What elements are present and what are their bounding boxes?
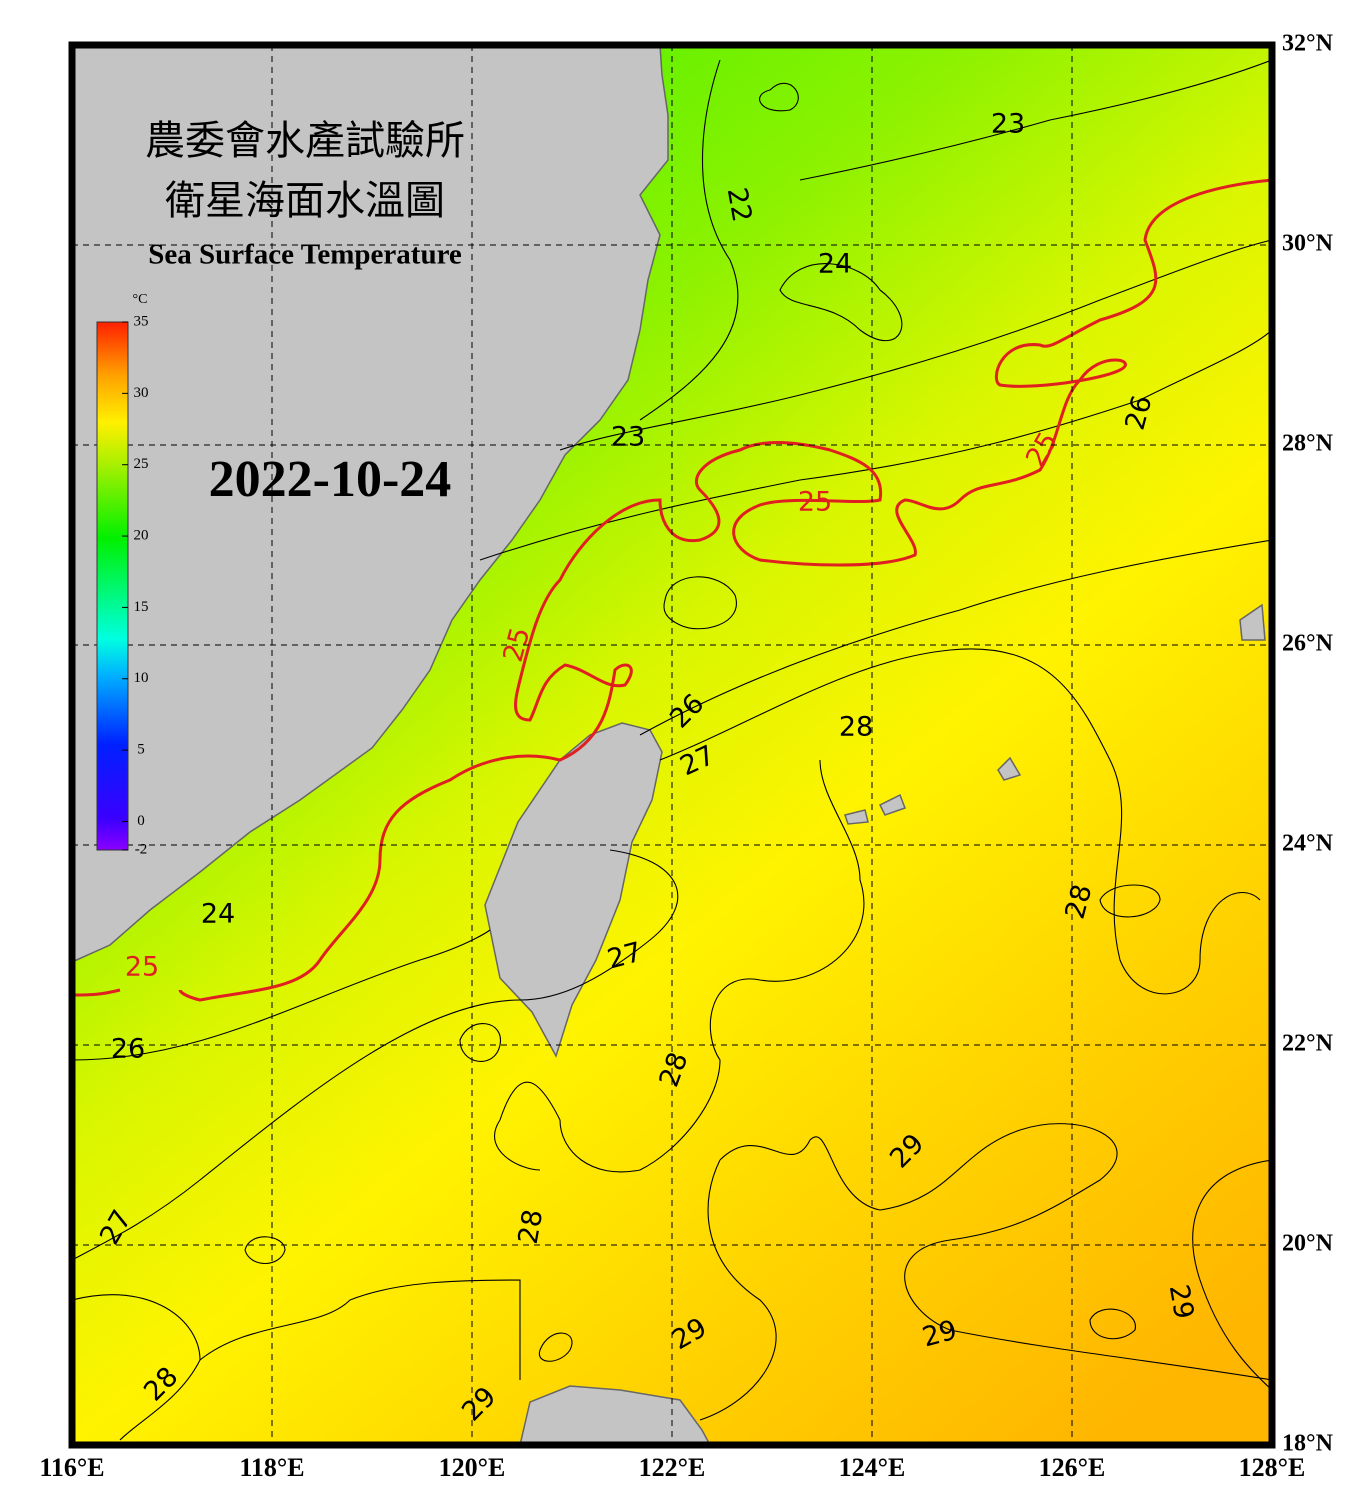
isotherm-label: 25 <box>125 952 159 983</box>
lat-label: 32°N <box>1282 31 1334 57</box>
mainland <box>72 45 669 963</box>
taiwan <box>484 722 663 1058</box>
isotherm-25 <box>72 178 1272 1002</box>
lat-label: 28°N <box>1282 431 1334 457</box>
lat-label: 20°N <box>1282 1231 1334 1257</box>
land <box>72 45 1266 1445</box>
isotherm-label: 28 <box>513 1207 549 1246</box>
lon-label: 126°E <box>1039 1453 1106 1482</box>
isotherm-label: 24 <box>818 249 852 280</box>
colorbar-ticks: 35 30 25 20 15 10 5 0 -2 <box>122 313 149 857</box>
colorbar-tick-label: 0 <box>137 813 145 829</box>
title-en: Sea Surface Temperature <box>148 239 462 271</box>
isotherm-label: 23 <box>991 109 1025 140</box>
lon-label: 120°E <box>439 1453 506 1482</box>
lon-label: 122°E <box>639 1453 706 1482</box>
colorbar-tick-label: 20 <box>134 527 149 543</box>
colorbar-tick-label: 10 <box>134 670 149 686</box>
title-zh-1: 農委會水產試驗所 <box>145 118 465 163</box>
colorbar-tick-label: 5 <box>137 742 145 758</box>
isotherm-label: 29 <box>1163 1282 1199 1321</box>
map-frame <box>68 41 1276 1449</box>
colorbar-tick-label: 35 <box>134 313 149 329</box>
colorbar-tick-label: -2 <box>135 841 148 857</box>
lat-label: 30°N <box>1282 231 1334 257</box>
axis-labels: 116°E 118°E 120°E 122°E 124°E 126°E 128°E 32°N 3… <box>39 31 1333 1482</box>
isotherm-label: 25 <box>798 487 832 518</box>
lat-label: 22°N <box>1282 1031 1334 1057</box>
isotherm-label: 24 <box>201 899 235 930</box>
lat-label: 18°N <box>1282 1431 1334 1457</box>
date: 2022-10-24 <box>209 451 452 508</box>
isotherm-label: 28 <box>839 712 873 743</box>
isotherm-label: 26 <box>111 1034 145 1065</box>
lat-label: 26°N <box>1282 631 1334 657</box>
lon-label: 116°E <box>39 1453 104 1482</box>
isotherm-label: 23 <box>611 422 645 453</box>
lon-label: 128°E <box>1239 1453 1306 1482</box>
lat-label: 24°N <box>1282 831 1334 857</box>
colorbar-tick-label: 15 <box>134 599 149 615</box>
colorbar <box>96 321 129 851</box>
islands <box>844 603 1266 825</box>
isotherm-label: 22 <box>721 185 757 224</box>
graticule <box>72 45 1272 1445</box>
isotherms <box>72 59 1272 1441</box>
lon-label: 124°E <box>839 1453 906 1482</box>
title-zh-2: 衛星海面水溫圖 <box>165 178 445 223</box>
lon-label: 118°E <box>239 1453 304 1482</box>
colorbar-unit: °C <box>133 292 148 307</box>
colorbar-tick-label: 25 <box>134 456 149 472</box>
colorbar-tick-label: 30 <box>134 385 149 401</box>
